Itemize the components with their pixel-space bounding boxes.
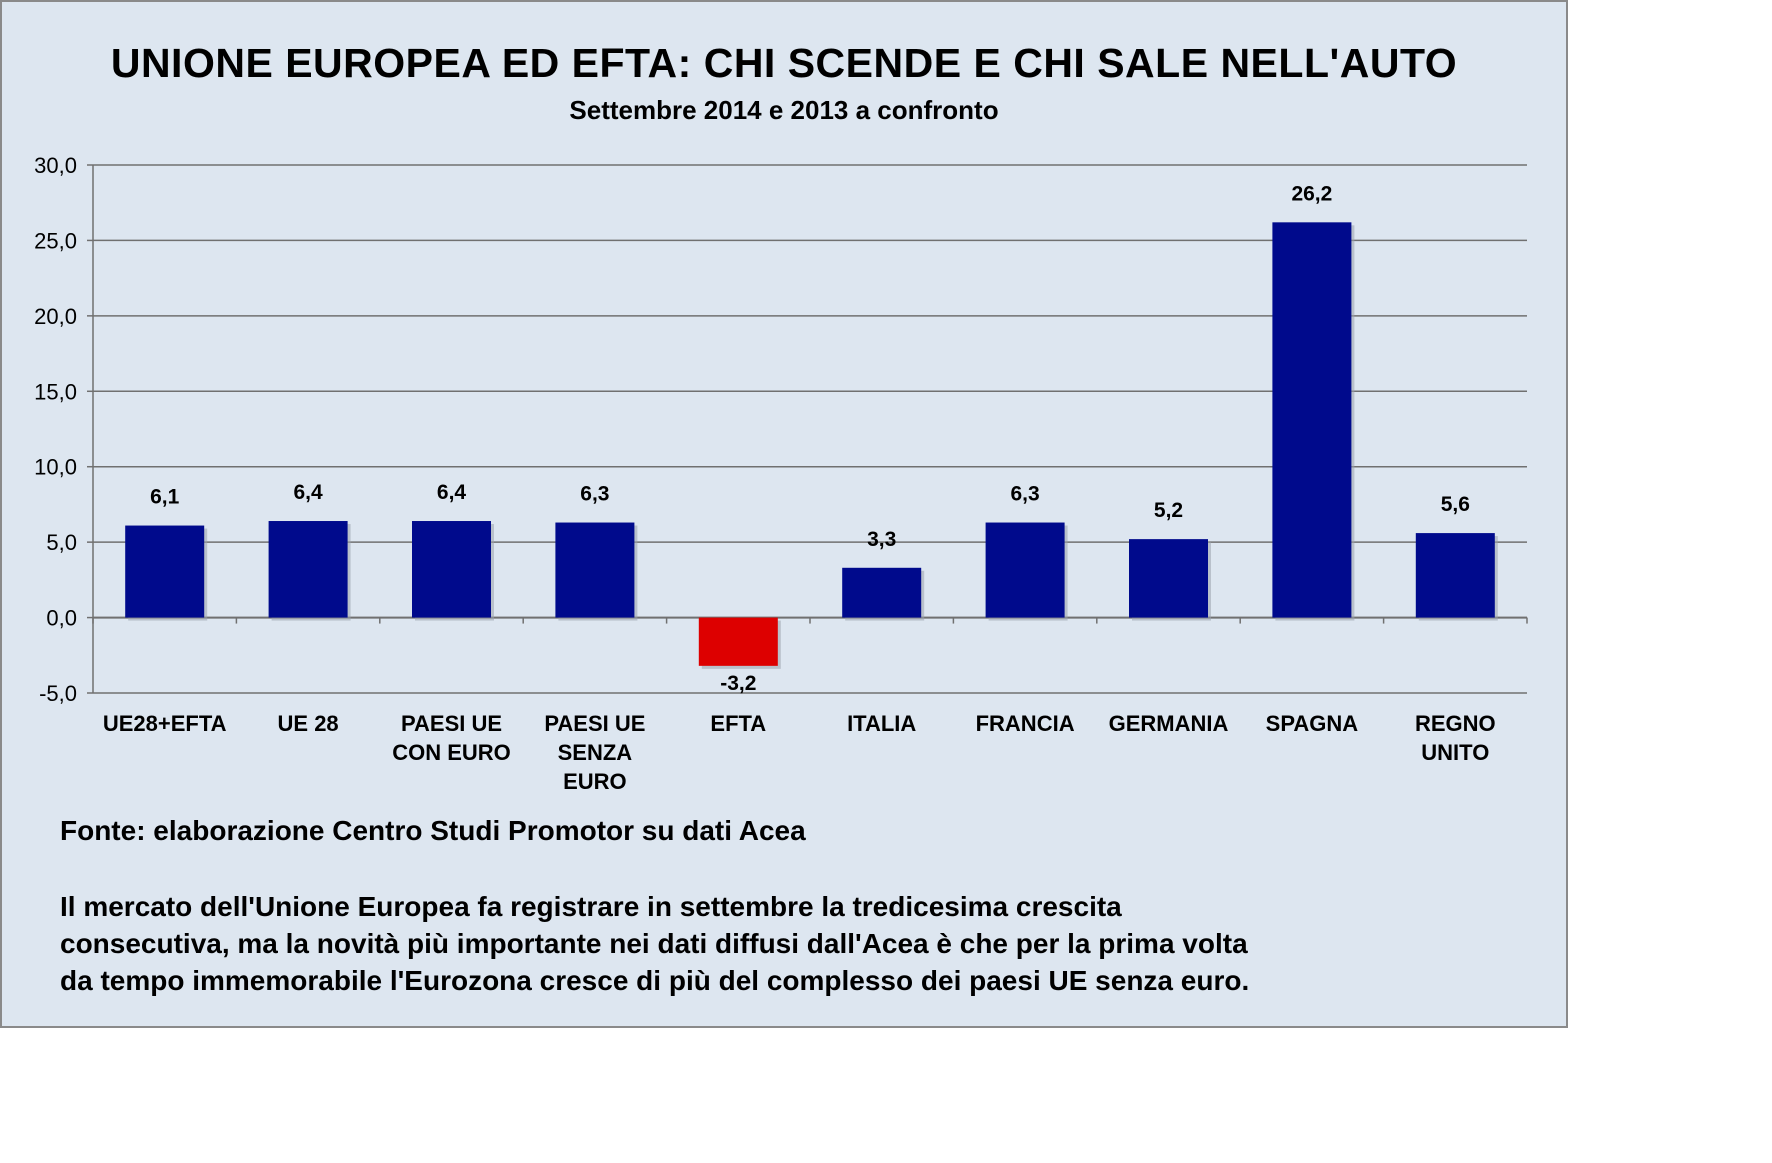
bar bbox=[842, 567, 922, 618]
y-tick-label: -5,0 bbox=[39, 681, 77, 706]
y-tick-label: 10,0 bbox=[34, 455, 77, 480]
commentary-line: consecutiva, ma la novità più importante… bbox=[60, 928, 1248, 959]
data-label: 6,1 bbox=[150, 486, 180, 509]
data-label: 3,3 bbox=[867, 528, 896, 551]
bar bbox=[412, 521, 491, 618]
bars bbox=[125, 222, 1498, 669]
bar-chart: -5,0 0,0 5,0 10,0 15,0 20,0 25,0 30,0 6,1 UE28+E… bbox=[34, 153, 1528, 794]
data-label: 6,3 bbox=[580, 483, 609, 506]
data-label: 26,2 bbox=[1291, 182, 1332, 205]
bar bbox=[1415, 533, 1495, 618]
bar bbox=[698, 617, 778, 666]
source-note: Fonte: elaborazione Centro Studi Promoto… bbox=[60, 815, 806, 846]
category-label: ITALIA bbox=[847, 711, 916, 736]
labels: 6,1 UE28+EFTA 6,4 UE 28 6,4 PAESI UE CON EURO 6… bbox=[103, 182, 1496, 794]
category-label: REGNO UNITO bbox=[1415, 711, 1496, 765]
category-label: UE28+EFTA bbox=[103, 711, 227, 736]
commentary: Il mercato dell'Unione Europea fa regist… bbox=[60, 888, 1520, 999]
data-label: -3,2 bbox=[720, 672, 756, 695]
category-label: PAESI UE SENZA EURO bbox=[544, 711, 645, 794]
y-tick-label: 20,0 bbox=[34, 304, 77, 329]
data-label: 6,4 bbox=[293, 481, 323, 504]
category-label: PAESI UE CON EURO bbox=[392, 711, 511, 765]
chart-title: UNIONE EUROPEA ED EFTA: CHI SCENDE E CHI… bbox=[110, 40, 1458, 86]
bar bbox=[985, 522, 1065, 618]
data-label: 5,6 bbox=[1441, 493, 1470, 516]
data-label: 6,3 bbox=[1010, 483, 1039, 506]
y-tick-label: 0,0 bbox=[46, 606, 77, 631]
bar bbox=[268, 521, 348, 618]
category-label: FRANCIA bbox=[976, 711, 1075, 736]
y-tick-label: 30,0 bbox=[34, 153, 77, 178]
bar bbox=[1129, 539, 1208, 618]
category-label: SPAGNA bbox=[1266, 711, 1359, 736]
data-label: 5,2 bbox=[1154, 499, 1183, 522]
bar bbox=[555, 522, 635, 618]
bar bbox=[125, 525, 205, 618]
bar bbox=[1272, 222, 1352, 618]
y-tick-label: 15,0 bbox=[34, 379, 77, 404]
commentary-line: da tempo immemorabile l'Eurozona cresce … bbox=[60, 965, 1250, 996]
category-label: EFTA bbox=[710, 711, 766, 736]
chart-subtitle: Settembre 2014 e 2013 a confronto bbox=[569, 95, 999, 125]
commentary-line: Il mercato dell'Unione Europea fa regist… bbox=[60, 891, 1122, 922]
category-label: GERMANIA bbox=[1109, 711, 1229, 736]
y-tick-label: 25,0 bbox=[34, 228, 77, 253]
y-tick-label: 5,0 bbox=[46, 530, 77, 555]
data-label: 6,4 bbox=[437, 481, 467, 504]
category-label: UE 28 bbox=[278, 711, 339, 736]
